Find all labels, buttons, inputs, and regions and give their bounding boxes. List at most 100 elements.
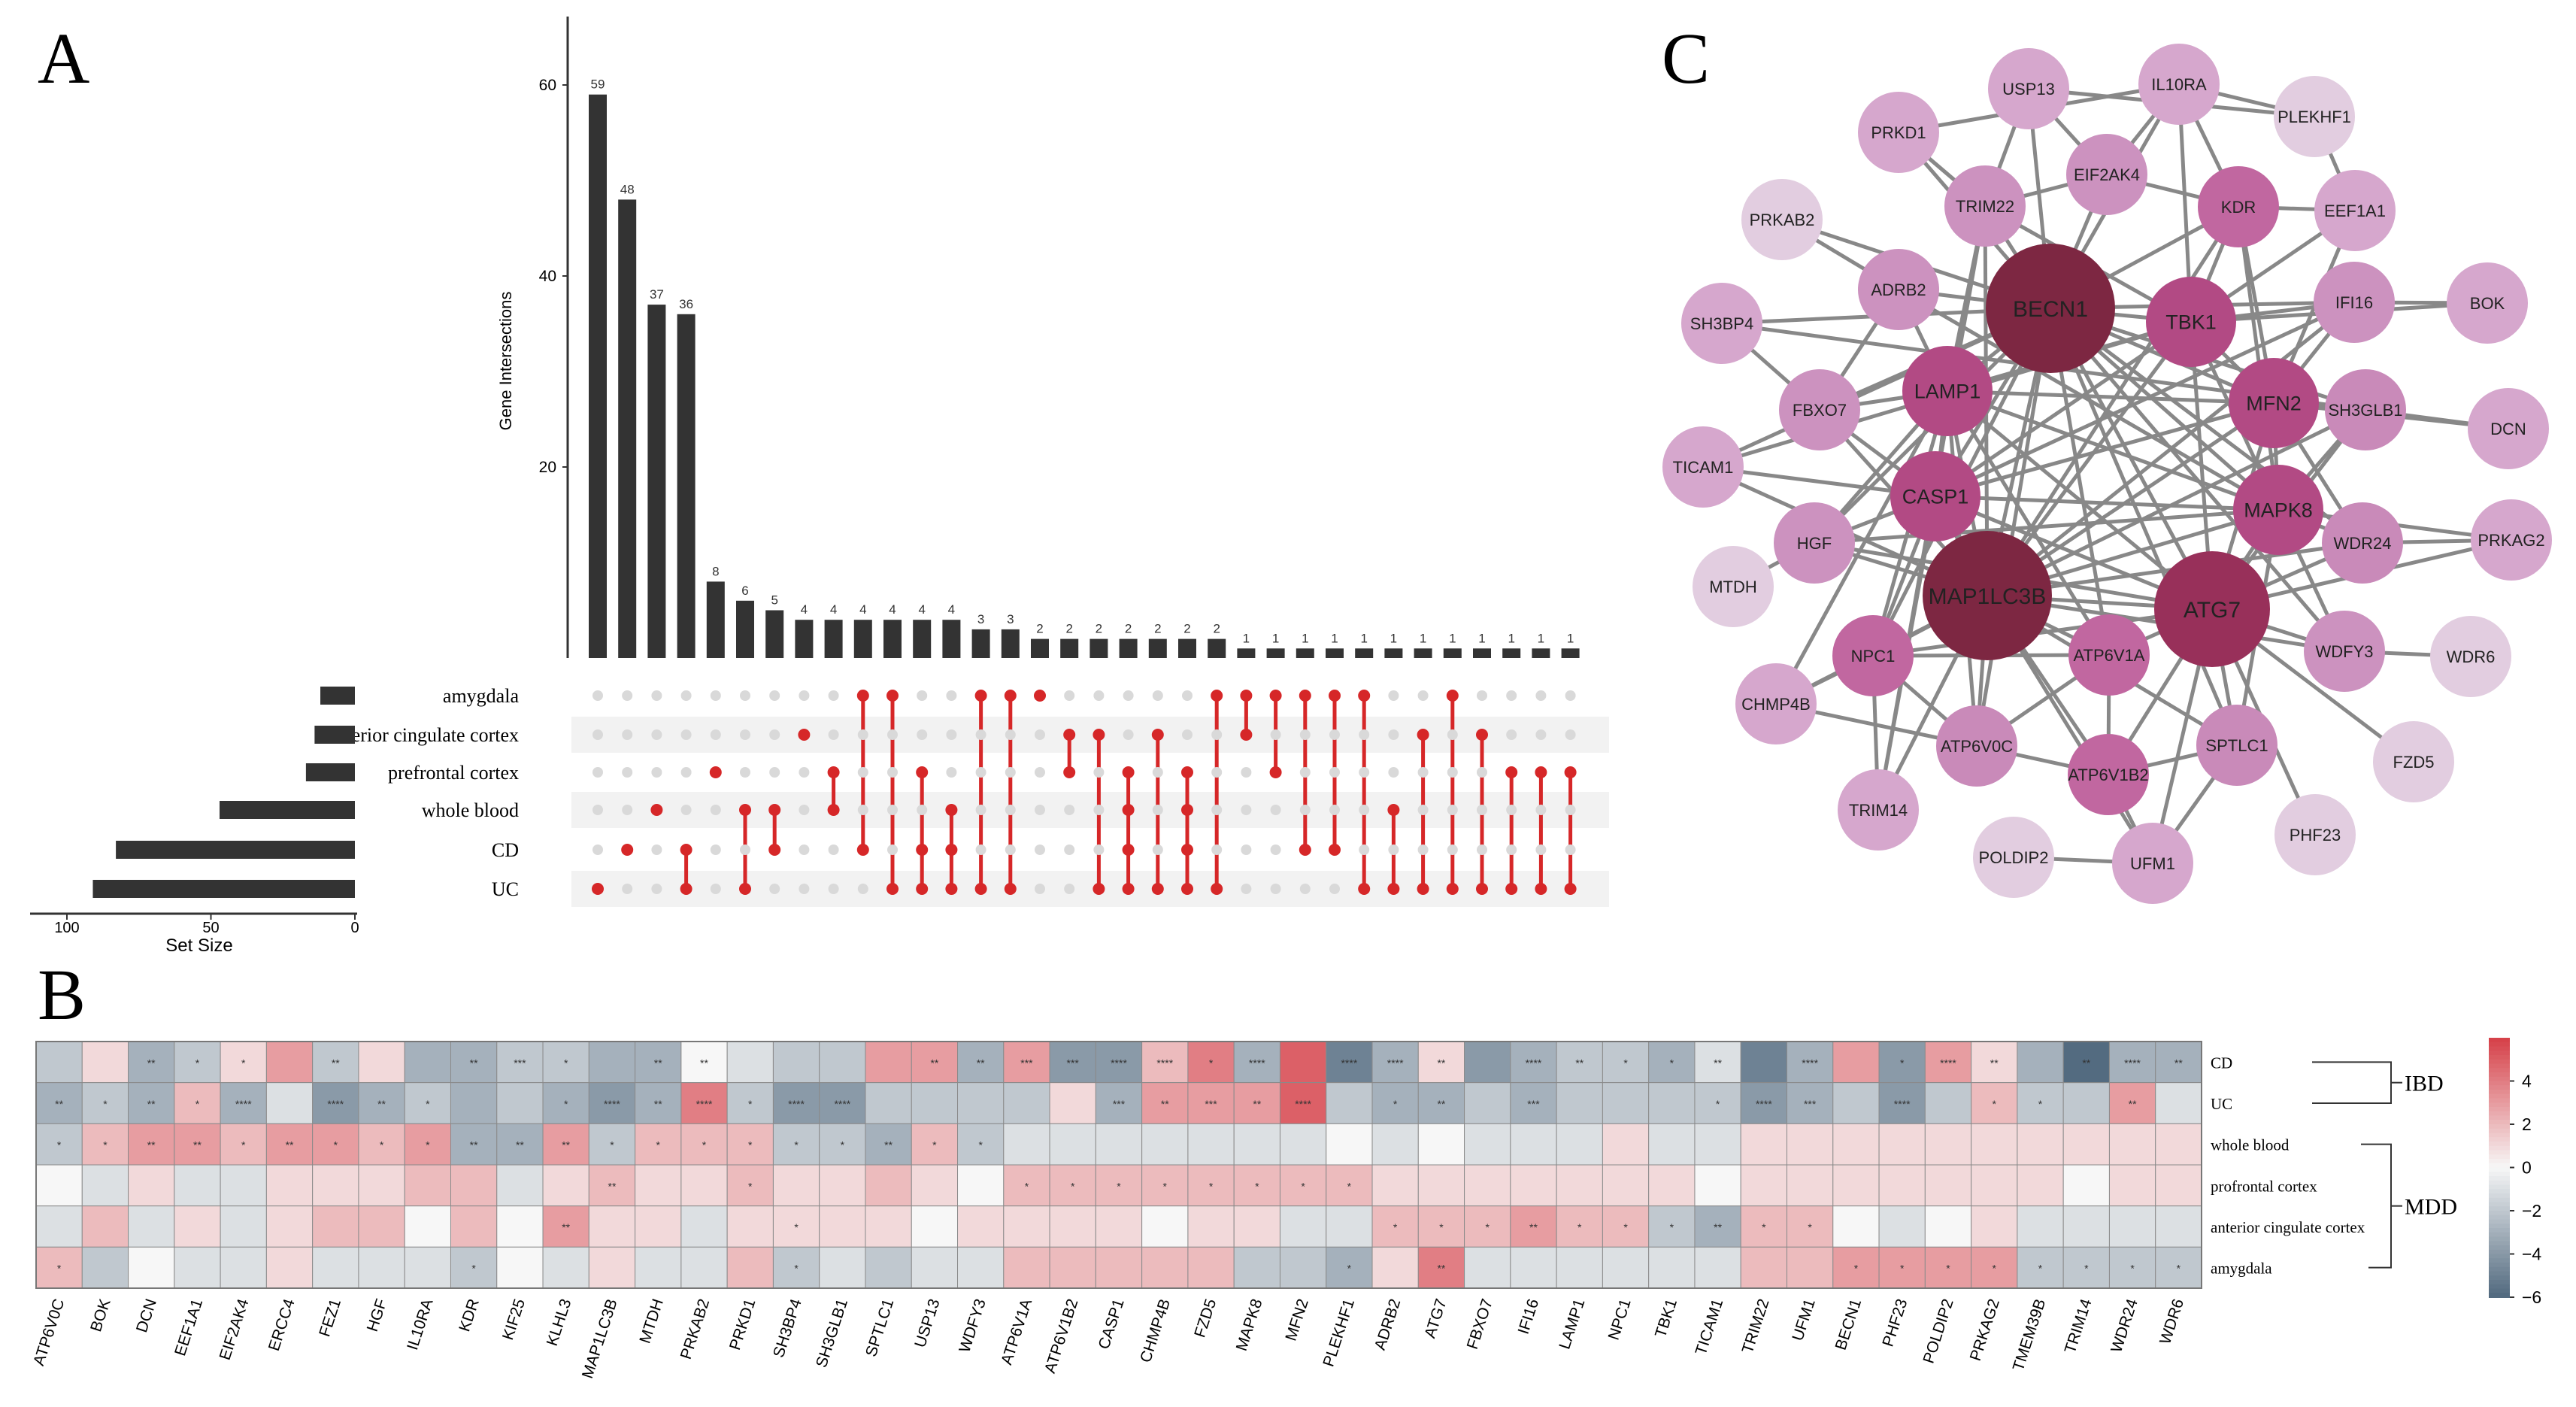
significance-stars: * <box>1623 1221 1628 1233</box>
significance-stars: **** <box>235 1098 252 1110</box>
intersection-count-label: 1 <box>1331 631 1338 645</box>
matrix-dot-inactive <box>1388 729 1399 740</box>
intersection-count-label: 1 <box>1360 631 1367 645</box>
heatmap-cell <box>81 1246 129 1289</box>
intersection-count-label: 48 <box>620 182 635 196</box>
significance-stars: **** <box>604 1098 620 1110</box>
heatmap-cell <box>1602 1123 1650 1166</box>
matrix-dot-inactive <box>622 690 633 701</box>
significance-stars: * <box>1025 1180 1029 1192</box>
matrix-dot-active <box>945 844 958 856</box>
matrix-dot-inactive <box>857 767 868 778</box>
network-node: ADRB2 <box>1858 249 1939 330</box>
heatmap-cell <box>1510 1164 1557 1207</box>
heatmap-cell <box>1003 1246 1050 1289</box>
significance-stars: * <box>1439 1221 1444 1233</box>
matrix-dot-inactive <box>1359 845 1370 855</box>
heatmap-cell <box>265 1164 314 1207</box>
network-node-circle <box>2112 823 2193 904</box>
matrix-dot-inactive <box>1123 690 1134 701</box>
matrix-dot-inactive <box>710 805 721 815</box>
heatmap-cell <box>81 1041 129 1084</box>
matrix-dot-inactive <box>1211 845 1223 855</box>
matrix-dot-inactive <box>1064 690 1075 701</box>
network-edge <box>1935 494 2279 512</box>
matrix-dot-active <box>1181 883 1193 895</box>
heatmap-cell <box>1878 1205 1926 1248</box>
set-size-bar <box>116 841 356 859</box>
network-node-label: BECN1 <box>2013 297 2088 322</box>
network-edge <box>1897 287 2280 512</box>
matrix-dot-inactive <box>1211 767 1223 778</box>
network-edge <box>1814 508 2279 545</box>
heatmap-cell <box>1971 1041 2018 1084</box>
heatmap-column-label: ATP6V0C <box>30 1296 68 1367</box>
colorbar-segment <box>2489 1145 2510 1151</box>
network-node-circle <box>2138 44 2220 125</box>
heatmap-row-label: CD <box>2211 1054 2232 1072</box>
heatmap-cell <box>1971 1123 2018 1166</box>
heatmap-cell <box>2108 1082 2156 1124</box>
heatmap-cell <box>220 1041 267 1084</box>
colorbar-segment <box>2489 1236 2510 1242</box>
set-size-ticks: 100 50 0 <box>54 914 359 936</box>
matrix-dot-inactive <box>828 729 839 740</box>
matrix-dot-inactive <box>887 767 898 778</box>
heatmap-cell <box>957 1041 1005 1084</box>
heatmap-cell <box>1602 1164 1650 1207</box>
heatmap-cell <box>1602 1041 1650 1084</box>
matrix-dot-inactive <box>1299 805 1311 815</box>
matrix-dot-active <box>1240 729 1253 741</box>
heatmap-cell <box>2062 1123 2110 1166</box>
heatmap-cell <box>2155 1082 2202 1124</box>
intersection-bar <box>736 600 754 658</box>
significance-stars: ** <box>470 1057 478 1069</box>
colorbar-segment <box>2489 1219 2510 1225</box>
network-node-label: LAMP1 <box>1914 381 1981 403</box>
intersection-count-label: 6 <box>741 584 748 598</box>
heatmap-cell <box>1049 1082 1096 1124</box>
heatmap-cell <box>1417 1246 1465 1289</box>
heatmap-column-label: PHF23 <box>1879 1296 1911 1348</box>
heatmap-cell <box>174 1164 221 1207</box>
matrix-dot-inactive <box>1477 767 1487 778</box>
network-node: DCN <box>2468 388 2549 469</box>
heatmap-cell <box>1003 1205 1050 1248</box>
heatmap-cell <box>542 1123 589 1166</box>
intersection-bar <box>647 305 666 658</box>
heatmap-cell <box>2062 1164 2110 1207</box>
network-node: WDR6 <box>2430 616 2511 697</box>
network-node: CHMP4B <box>1735 663 1817 744</box>
significance-stars: * <box>1071 1180 1075 1192</box>
heatmap-column-label: FBXO7 <box>1464 1296 1496 1351</box>
colorbar-segment <box>2489 1085 2510 1090</box>
heatmap-cell <box>726 1205 774 1248</box>
matrix-dot-inactive <box>1417 690 1429 701</box>
matrix-dot-active <box>1181 804 1193 816</box>
colorbar-segment <box>2489 1150 2510 1156</box>
network-node: LAMP1 <box>1902 346 1993 436</box>
matrix-dot-inactive <box>710 884 721 894</box>
heatmap-cell <box>496 1123 544 1166</box>
colorbar-segment <box>2489 1063 2510 1069</box>
heatmap-cell <box>1740 1123 1788 1166</box>
heatmap-cell <box>1510 1246 1557 1289</box>
matrix-dot-inactive <box>1535 729 1547 740</box>
significance-stars: ** <box>1437 1263 1445 1275</box>
network-node: UFM1 <box>2112 823 2193 904</box>
heatmap-cell <box>1187 1246 1235 1289</box>
matrix-dot-inactive <box>887 845 898 855</box>
significance-stars: **** <box>1341 1057 1357 1069</box>
matrix-dot-inactive <box>1152 845 1163 855</box>
matrix-dot-active <box>886 690 899 702</box>
network-node: TRIM22 <box>1944 165 2026 247</box>
heatmap-cell <box>1510 1041 1557 1084</box>
colorbar-segment <box>2489 1142 2510 1147</box>
network-node-label: UFM1 <box>2130 854 2175 873</box>
heatmap-cell <box>1371 1123 1419 1166</box>
heatmap-cell <box>1787 1164 1834 1207</box>
matrix-dot-active <box>1004 690 1017 702</box>
intersection-count-label: 1 <box>1567 631 1574 645</box>
colorbar-segment <box>2489 1154 2510 1160</box>
matrix-dot-active <box>1269 690 1282 702</box>
